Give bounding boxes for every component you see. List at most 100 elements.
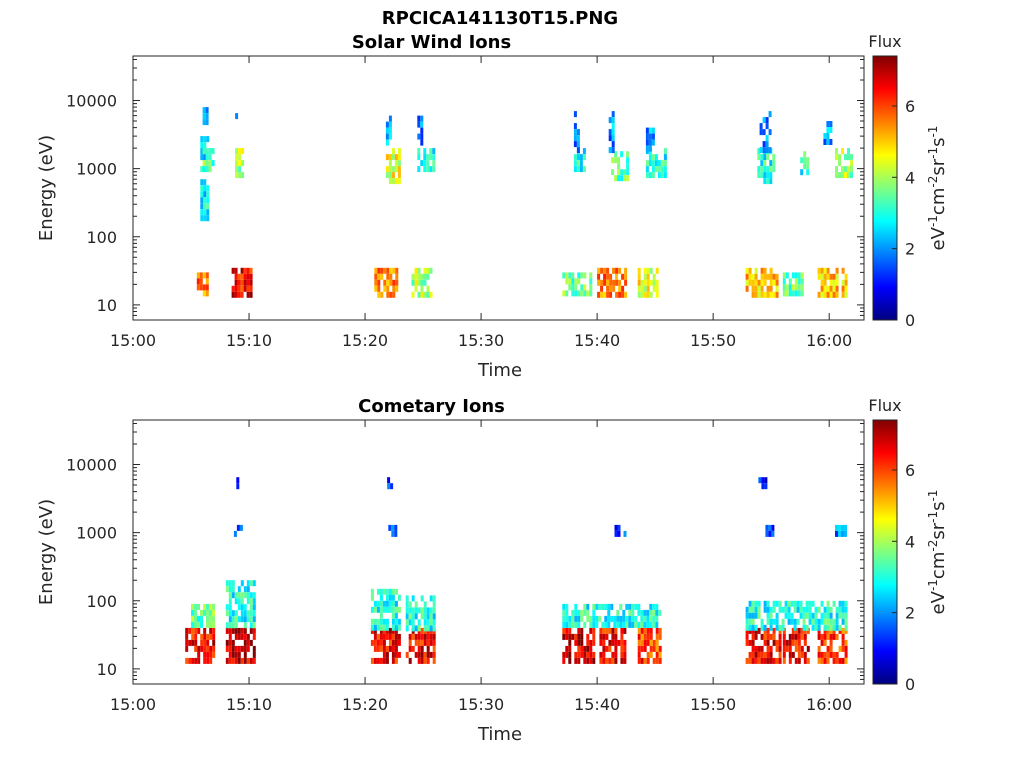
flux-cell	[243, 273, 247, 280]
x-tick-label: 15:50	[690, 695, 736, 714]
flux-cell	[200, 203, 204, 210]
flux-cell	[388, 639, 392, 646]
flux-cell	[844, 154, 847, 161]
flux-cell	[225, 639, 229, 646]
x-tick-label: 15:10	[226, 695, 272, 714]
flux-cell	[211, 160, 215, 167]
flux-cell	[200, 639, 204, 646]
flux-cell	[252, 622, 256, 629]
flux-cell	[429, 651, 433, 658]
flux-cell	[619, 621, 623, 628]
flux-cell	[765, 123, 769, 130]
flux-cell	[376, 645, 380, 652]
flux-cell	[385, 139, 389, 146]
flux-cell	[655, 285, 659, 292]
flux-cell	[212, 645, 216, 652]
flux-cell	[608, 135, 612, 142]
flux-cell	[803, 651, 807, 658]
flux-cell	[826, 606, 830, 613]
flux-cell	[420, 160, 424, 167]
flux-cell	[787, 606, 791, 613]
x-axis-label: Time	[477, 724, 522, 745]
flux-cell	[414, 601, 418, 608]
flux-cell	[579, 160, 583, 167]
flux-cell	[252, 604, 256, 611]
flux-cell	[640, 285, 644, 292]
flux-cell	[589, 615, 593, 622]
flux-cell	[616, 609, 620, 616]
flux-cell	[648, 139, 652, 146]
flux-cell	[382, 624, 386, 631]
flux-cell	[394, 154, 398, 161]
flux-cell	[606, 273, 610, 280]
flux-cell	[391, 645, 395, 652]
flux-cell	[589, 621, 593, 628]
flux-cell	[228, 580, 232, 587]
flux-cell	[379, 600, 383, 607]
flux-cell	[611, 123, 615, 130]
flux-cell	[748, 639, 752, 646]
flux-cell	[379, 624, 383, 631]
flux-cell	[763, 639, 767, 646]
flux-cell	[597, 279, 601, 286]
flux-cell	[231, 645, 235, 652]
flux-cell	[388, 172, 392, 179]
unit-base: sr	[928, 522, 949, 539]
flux-cell	[388, 633, 392, 640]
flux-cell	[775, 600, 779, 607]
flux-cell	[194, 621, 197, 628]
flux-cell	[394, 627, 398, 634]
flux-cell	[592, 651, 596, 658]
flux-cell	[580, 615, 584, 622]
flux-cell	[832, 651, 836, 658]
unit-base: eV	[928, 590, 949, 614]
flux-cell	[617, 163, 621, 170]
flux-cell	[395, 273, 399, 280]
flux-cell	[565, 615, 569, 622]
flux-cell	[811, 600, 815, 607]
flux-cell	[389, 267, 393, 274]
flux-cell	[838, 612, 842, 619]
flux-cell	[754, 612, 758, 619]
flux-cell	[772, 606, 776, 613]
flux-cell	[235, 154, 239, 161]
flux-cell	[388, 160, 392, 167]
flux-cell	[420, 607, 424, 614]
flux-cell	[206, 603, 209, 610]
flux-cell	[769, 633, 773, 640]
flux-cell	[649, 645, 653, 652]
flux-cell	[432, 639, 436, 646]
flux-cell	[817, 657, 821, 664]
flux-cell	[200, 621, 203, 628]
flux-cell	[429, 625, 433, 632]
flux-cell	[605, 627, 609, 634]
flux-cell	[631, 609, 635, 616]
flux-cell	[806, 163, 810, 170]
flux-cell	[745, 285, 749, 292]
flux-cell	[392, 285, 396, 292]
flux-cell	[200, 179, 204, 186]
flux-cell	[766, 154, 770, 161]
flux-cell	[611, 135, 615, 142]
flux-cell	[599, 633, 603, 640]
flux-cell	[634, 615, 638, 622]
flux-cell	[649, 633, 653, 640]
flux-cell	[835, 618, 839, 625]
flux-cell	[580, 645, 584, 652]
flux-cell	[606, 279, 610, 286]
flux-cell	[200, 615, 203, 622]
panel-title: Solar Wind Ions	[352, 32, 511, 53]
flux-cell	[394, 606, 398, 613]
flux-cell	[663, 166, 667, 173]
flux-cell	[625, 615, 629, 622]
flux-cell	[844, 273, 848, 280]
flux-cell	[760, 657, 764, 664]
flux-cell	[423, 148, 427, 155]
flux-cell	[600, 267, 604, 274]
flux-cell	[616, 621, 620, 628]
flux-cell	[565, 621, 569, 628]
flux-cell	[760, 291, 764, 298]
flux-cell	[235, 160, 239, 167]
flux-cell	[225, 604, 229, 611]
flux-cell	[206, 191, 210, 198]
